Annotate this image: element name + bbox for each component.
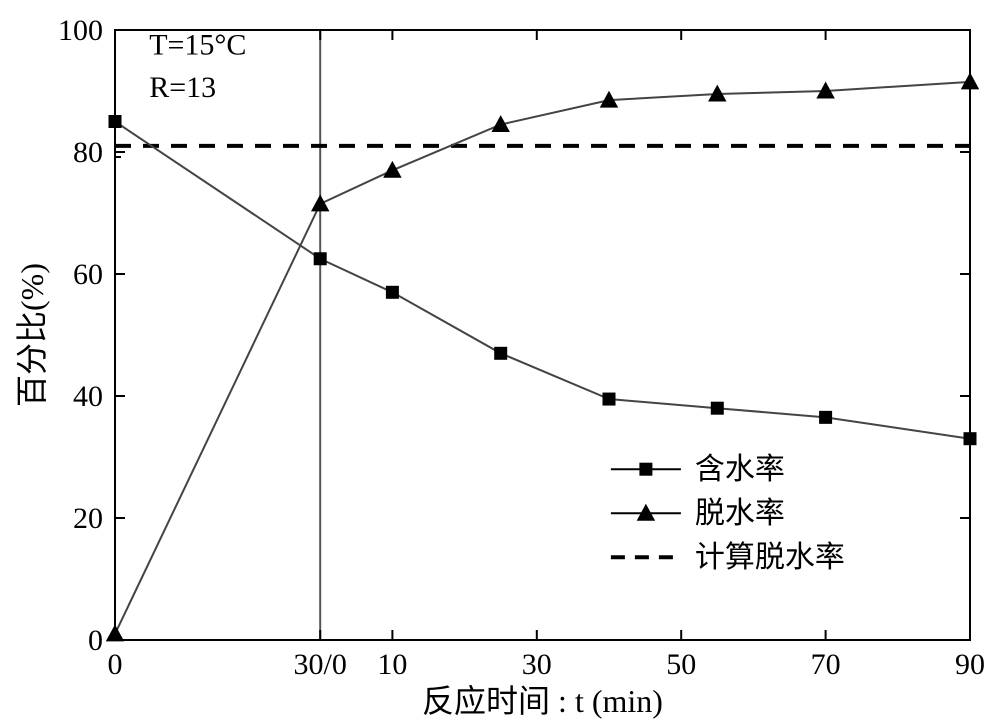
square-marker-icon [964, 433, 976, 445]
legend-label: 含水率 [695, 453, 785, 486]
x-tick-label: 90 [955, 648, 985, 681]
x-break-tick-label: 30/0 [294, 648, 347, 681]
y-tick-label: 20 [73, 502, 103, 535]
y-tick-label: 40 [73, 380, 103, 413]
y-tick-label: 80 [73, 136, 103, 169]
x-tick-label: 50 [666, 648, 696, 681]
square-marker-icon [314, 253, 326, 265]
square-marker-icon [820, 411, 832, 423]
square-marker-icon [495, 347, 507, 359]
square-marker-icon [603, 393, 615, 405]
triangle-marker-icon [384, 162, 401, 177]
y-axis-title: 百分比(%) [14, 263, 50, 407]
triangle-marker-icon [312, 195, 329, 210]
x-tick-label: 10 [377, 648, 407, 681]
line-chart: 0 20 40 60 80 100 0 30/0 10 30 50 70 90 反应时间 : t (min… [0, 0, 1000, 726]
y-tick-label: 60 [73, 258, 103, 291]
triangle-marker-icon [107, 626, 124, 641]
annotation-text: T=15°C [149, 28, 246, 61]
x-tick-label: 30 [522, 648, 552, 681]
annotation-text: R=13 [149, 71, 216, 104]
legend-label: 计算脱水率 [695, 541, 845, 574]
x-tick-label: 70 [811, 648, 841, 681]
square-marker-icon [386, 286, 398, 298]
chart-container: 0 20 40 60 80 100 0 30/0 10 30 50 70 90 反应时间 : t (min… [0, 0, 1000, 726]
square-marker-icon [711, 402, 723, 414]
series-line [115, 122, 970, 439]
x-tick-label: 0 [108, 648, 123, 681]
square-marker-icon [640, 463, 652, 475]
triangle-marker-icon [962, 73, 979, 88]
square-marker-icon [109, 116, 121, 128]
legend-label: 脱水率 [695, 497, 785, 530]
y-tick-label: 100 [58, 14, 103, 47]
x-axis-title: 反应时间 : t (min) [422, 683, 663, 719]
y-tick-label: 0 [88, 624, 103, 657]
